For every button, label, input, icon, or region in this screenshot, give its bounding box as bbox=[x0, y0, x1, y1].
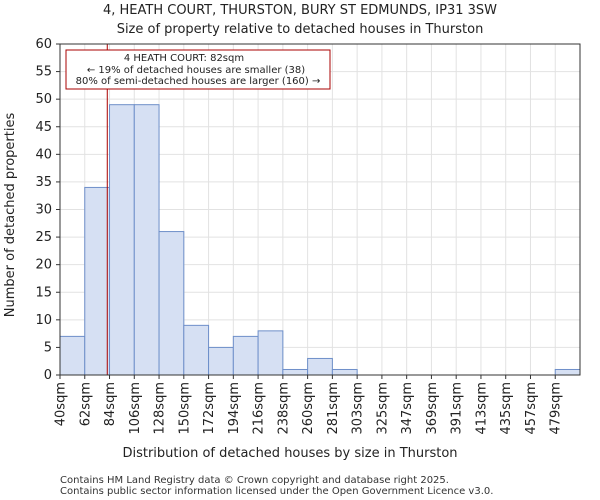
x-tick-label: 391sqm bbox=[450, 382, 465, 435]
annotation-frame bbox=[65, 49, 331, 90]
y-tick-label: 15 bbox=[35, 285, 52, 300]
x-tick-label: 369sqm bbox=[425, 382, 440, 435]
y-axis-label: Number of detached properties bbox=[3, 113, 18, 318]
annotation-line-1: 4 HEATH COURT: 82sqm bbox=[124, 53, 244, 64]
chart-subtitle: Size of property relative to detached ho… bbox=[117, 22, 484, 37]
x-tick-label: 260sqm bbox=[301, 382, 316, 435]
x-tick-label: 347sqm bbox=[400, 382, 415, 435]
y-tick-label: 10 bbox=[35, 313, 52, 328]
x-tick-label: 216sqm bbox=[252, 382, 267, 435]
y-tick-label: 45 bbox=[35, 120, 52, 135]
x-tick-label: 413sqm bbox=[474, 382, 489, 435]
bar-172sqm bbox=[208, 346, 234, 376]
y-tick-label: 5 bbox=[44, 340, 52, 355]
annotation-box: 4 HEATH COURT: 82sqm ← 19% of detached h… bbox=[65, 49, 331, 90]
y-tick-label: 40 bbox=[35, 147, 52, 162]
y-tick-label: 55 bbox=[35, 65, 52, 80]
annotation-line-3: 80% of semi-detached houses are larger (… bbox=[76, 76, 321, 87]
chart-title: 4, HEATH COURT, THURSTON, BURY ST EDMUND… bbox=[103, 3, 497, 18]
x-tick-label: 150sqm bbox=[177, 382, 192, 435]
y-tick-label: 50 bbox=[35, 92, 52, 107]
footer-line-1: Contains HM Land Registry data © Crown c… bbox=[60, 475, 449, 486]
y-axis-ticks: 0 5 10 15 20 25 30 35 40 45 50 55 60 bbox=[35, 37, 60, 383]
x-tick-label: 325sqm bbox=[375, 382, 390, 435]
x-tick-label: 303sqm bbox=[351, 382, 366, 435]
x-tick-label: 457sqm bbox=[524, 382, 539, 435]
bar-479sqm bbox=[554, 368, 581, 376]
x-tick-label: 172sqm bbox=[202, 382, 217, 435]
bar-216sqm bbox=[257, 330, 284, 376]
y-tick-label: 60 bbox=[35, 37, 52, 52]
x-tick-label: 238sqm bbox=[276, 382, 291, 435]
footer-line-2: Contains public sector information licen… bbox=[60, 486, 493, 497]
x-tick-label: 479sqm bbox=[549, 382, 564, 435]
y-tick-label: 20 bbox=[35, 258, 52, 273]
bar-84sqm bbox=[109, 104, 135, 376]
bar-194sqm bbox=[232, 335, 259, 376]
x-tick-label: 106sqm bbox=[128, 382, 143, 435]
y-tick-label: 30 bbox=[35, 203, 52, 218]
x-tick-label: 435sqm bbox=[499, 382, 514, 435]
x-tick-label: 281sqm bbox=[326, 382, 341, 435]
annotation-line-2: ← 19% of detached houses are smaller (38… bbox=[87, 65, 305, 76]
y-tick-label: 35 bbox=[35, 175, 52, 190]
y-tick-label: 25 bbox=[35, 230, 52, 245]
x-tick-label: 128sqm bbox=[153, 382, 168, 435]
x-tick-label: 194sqm bbox=[227, 382, 242, 435]
bar-62sqm bbox=[84, 186, 111, 376]
bars bbox=[59, 104, 581, 376]
bar-150sqm bbox=[183, 324, 210, 376]
bar-260sqm bbox=[307, 357, 333, 376]
x-axis-ticks: 40sqm 62sqm 84sqm 106sqm 128sqm 150sqm 172sqm 1… bbox=[54, 375, 564, 435]
x-tick-label: 84sqm bbox=[103, 382, 118, 426]
bar-128sqm bbox=[158, 231, 185, 376]
bar-281sqm bbox=[331, 368, 358, 376]
bar-106sqm bbox=[133, 104, 160, 376]
y-tick-label: 0 bbox=[44, 368, 52, 383]
bar-40sqm bbox=[59, 335, 86, 376]
x-tick-label: 62sqm bbox=[78, 382, 93, 426]
x-axis-label: Distribution of detached houses by size … bbox=[122, 446, 457, 461]
x-tick-label: 40sqm bbox=[54, 382, 69, 426]
bar-238sqm bbox=[282, 368, 309, 376]
